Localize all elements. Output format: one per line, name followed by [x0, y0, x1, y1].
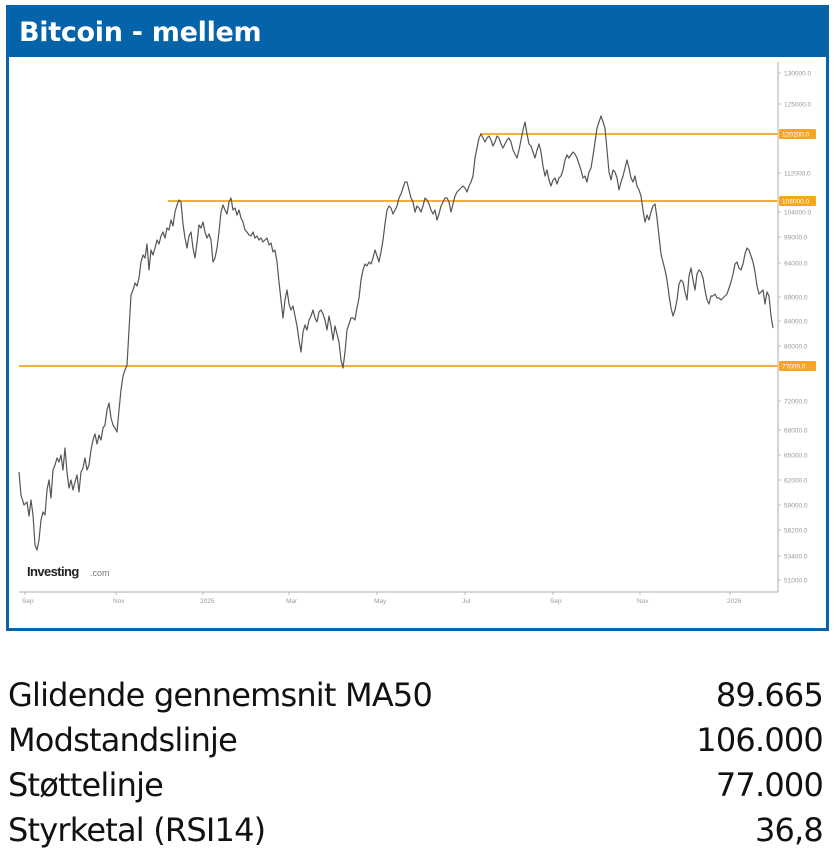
- x-tick-label: 2025: [200, 598, 215, 605]
- support-label-box: [779, 361, 816, 371]
- x-tick-label: Mar: [286, 598, 298, 605]
- y-tick-label: 112000.0: [784, 171, 811, 178]
- x-tick-label: May: [374, 598, 387, 605]
- y-tick-label: 51000.0: [784, 578, 808, 585]
- y-tick-label: 72000.0: [784, 399, 808, 406]
- x-tick-label: Jul: [462, 598, 471, 605]
- metric-label: Styrketal (RSI14): [8, 810, 266, 849]
- resistance-label-box: [779, 196, 816, 206]
- y-tick-label: 125000.0: [784, 102, 811, 109]
- y-tick-label: 80000.0: [784, 344, 808, 351]
- support-label: 77000.0: [782, 364, 806, 371]
- y-tick-label: 84000.0: [784, 319, 808, 326]
- watermark-brand: Investing: [27, 564, 79, 579]
- y-tick-label: 65000.0: [784, 453, 808, 460]
- chart-header: Bitcoin - mellem: [9, 8, 826, 57]
- metric-value: 89.665: [715, 675, 824, 714]
- level-lines: [19, 133, 778, 367]
- price-line: [18, 115, 774, 551]
- price-chart: 130000.0 125000.0 112000.0 104000.0 99000.0 9…: [18, 62, 816, 605]
- chart-axes: 130000.0 125000.0 112000.0 104000.0 99000.0 9…: [19, 62, 816, 605]
- investing-watermark: Investing .com: [27, 564, 110, 579]
- metric-row-resistance: Modstandslinje 106.000: [8, 717, 824, 762]
- y-tick-label: 89000.0: [784, 295, 808, 302]
- metric-value: 77.000: [715, 765, 824, 804]
- y-tick-label: 130000.0: [784, 71, 811, 78]
- metric-value: 36,8: [754, 810, 824, 849]
- upper-resistance-label: 120200.0: [782, 132, 809, 139]
- chart-panel: Bitcoin - mellem 130000.0 125000.0 112000.…: [6, 5, 829, 631]
- y-tick-label: 53400.0: [784, 554, 808, 561]
- y-tick-label: 104000.0: [784, 210, 811, 217]
- chart-title: Bitcoin - mellem: [19, 17, 262, 48]
- metric-row-ma50: Glidende gennemsnit MA50 89.665: [8, 672, 824, 717]
- y-tick-label: 99000.0: [784, 235, 808, 242]
- x-tick-label: Sep: [22, 598, 34, 605]
- watermark-suffix: .com: [90, 568, 110, 578]
- resistance-label: 106000.0: [782, 199, 809, 206]
- x-tick-label: Nov: [637, 598, 649, 605]
- y-tick-label: 62000.0: [784, 478, 808, 485]
- x-tick-label: 2026: [727, 598, 742, 605]
- metric-label: Støttelinje: [8, 765, 164, 804]
- metric-label: Glidende gennemsnit MA50: [8, 675, 433, 714]
- upper-resistance-label-box: [779, 129, 816, 139]
- metric-value: 106.000: [696, 720, 824, 759]
- x-tick-label: Nov: [113, 598, 125, 605]
- y-tick-label: 59000.0: [784, 503, 808, 510]
- y-tick-label: 56200.0: [784, 528, 808, 535]
- metric-row-rsi: Styrketal (RSI14) 36,8: [8, 807, 824, 852]
- x-tick-label: Sep: [550, 598, 562, 605]
- metric-row-support: Støttelinje 77.000: [8, 762, 824, 807]
- metric-label: Modstandslinje: [8, 720, 238, 759]
- metrics-table: Glidende gennemsnit MA50 89.665 Modstand…: [8, 672, 824, 852]
- y-tick-label: 68000.0: [784, 428, 808, 435]
- y-tick-label: 94000.0: [784, 261, 808, 268]
